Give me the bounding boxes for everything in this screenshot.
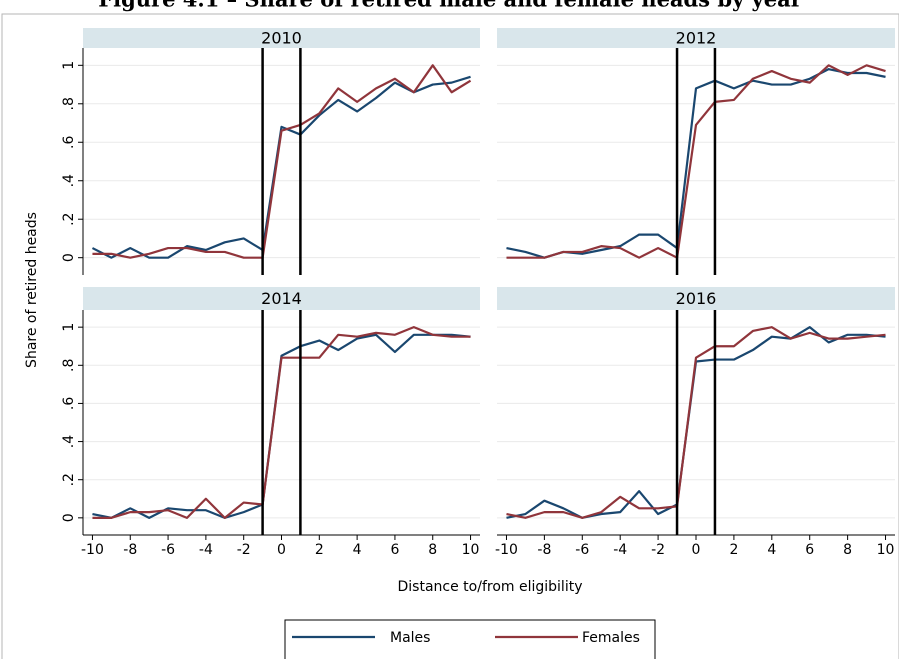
y-tick-label: 0	[61, 513, 77, 522]
y-tick-label: .2	[61, 473, 77, 486]
x-tick-label: 0	[277, 542, 286, 558]
x-tick-label: -8	[537, 542, 551, 558]
plot-area	[83, 48, 480, 275]
y-tick-label: .4	[61, 174, 77, 187]
plot-area	[497, 310, 895, 535]
x-tick-label: 8	[843, 542, 852, 558]
x-tick-label: 2	[729, 542, 738, 558]
x-axis-label: Distance to/from eligibility	[398, 579, 583, 595]
x-tick-label: 10	[877, 542, 895, 558]
panel-title: 2012	[676, 29, 717, 48]
x-tick-label: -6	[161, 542, 175, 558]
panel-header	[83, 287, 480, 310]
x-tick-label: 6	[805, 542, 814, 558]
y-tick-label: 0	[61, 253, 77, 262]
x-tick-label: -2	[651, 542, 665, 558]
x-tick-label: 4	[353, 542, 362, 558]
y-tick-label: .8	[61, 359, 77, 372]
legend	[284, 619, 656, 659]
x-tick-label: 0	[692, 542, 701, 558]
figure-title: Figure 4.1 – Share of retired male and f…	[98, 0, 803, 12]
panel-header	[497, 28, 895, 48]
y-tick-label: 1	[61, 323, 77, 332]
x-tick-label: 10	[462, 542, 480, 558]
legend-label: Males	[390, 630, 430, 646]
y-tick-label: .6	[61, 135, 77, 148]
y-tick-label: 1	[61, 61, 77, 70]
series-line	[92, 333, 471, 519]
y-tick-label: .2	[61, 213, 77, 226]
x-tick-label: 4	[767, 542, 776, 558]
x-tick-label: 2	[315, 542, 324, 558]
series-line	[92, 326, 471, 519]
plot-area	[83, 310, 480, 535]
y-axis-label: Share of retired heads	[24, 212, 40, 368]
panel-header	[497, 287, 895, 310]
y-tick-label: .6	[61, 397, 77, 410]
series-line	[506, 64, 886, 259]
x-tick-label: 8	[428, 542, 437, 558]
x-tick-label: -10	[495, 542, 518, 558]
y-tick-label: .4	[61, 435, 77, 448]
x-tick-label: -2	[237, 542, 251, 558]
panel-title: 2010	[261, 29, 302, 48]
x-tick-label: 6	[390, 542, 399, 558]
series-line	[92, 64, 472, 259]
x-tick-label: -10	[81, 542, 104, 558]
series-line	[506, 326, 886, 519]
panel-title: 2014	[261, 289, 302, 308]
x-tick-label: -6	[575, 542, 589, 558]
x-tick-label: -4	[613, 542, 627, 558]
legend-label: Females	[582, 630, 640, 646]
x-tick-label: -4	[199, 542, 213, 558]
panel-title: 2016	[676, 289, 717, 308]
y-tick-label: .8	[61, 97, 77, 110]
panel-header	[83, 28, 480, 48]
plot-area	[497, 48, 895, 275]
x-tick-label: -8	[123, 542, 137, 558]
